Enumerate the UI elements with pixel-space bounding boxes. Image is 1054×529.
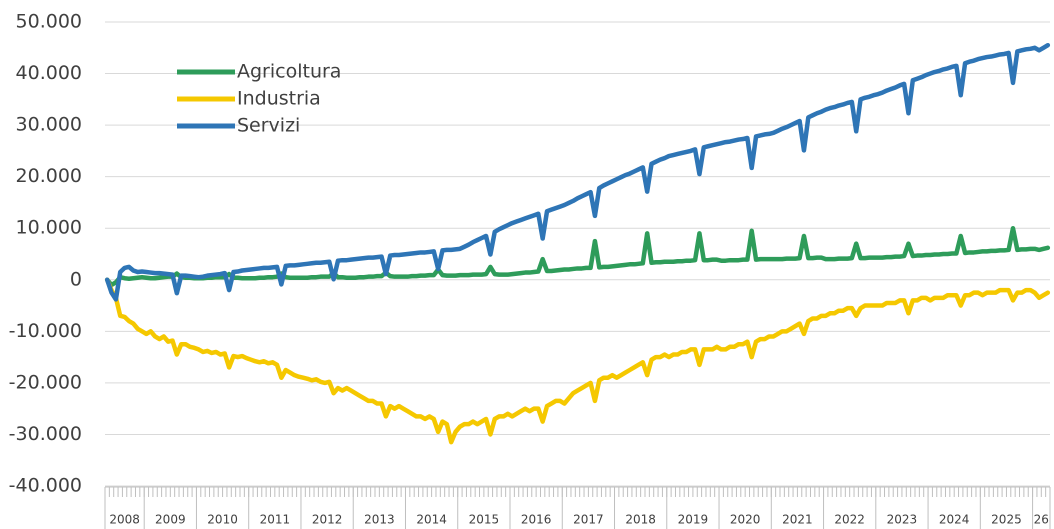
x-tick-label: 2013 (364, 513, 395, 527)
x-tick-label: 2008 (109, 513, 140, 527)
x-tick-label: 2017 (573, 513, 604, 527)
y-tick-label: 10.000 (16, 217, 82, 239)
legend-label: Servizi (237, 115, 300, 137)
y-tick-label: -10.000 (9, 320, 82, 342)
y-tick-label: 20.000 (16, 165, 82, 187)
y-tick-label: 30.000 (16, 114, 82, 136)
y-tick-label: -40.000 (9, 475, 82, 497)
x-tick-label: 2020 (730, 513, 761, 527)
x-tick-label: 2015 (469, 513, 500, 527)
x-tick-label: 2025 (991, 513, 1022, 527)
y-tick-label: -20.000 (9, 371, 82, 393)
y-tick-label: -30.000 (9, 423, 82, 445)
x-tick-label: 2021 (782, 513, 813, 527)
x-tick-label: 2012 (312, 513, 343, 527)
series-line (104, 277, 1051, 445)
x-tick-label: 2019 (678, 513, 709, 527)
x-tick-label: 2010 (207, 513, 238, 527)
y-tick-label: 40.000 (16, 62, 82, 84)
x-tick-label: 2016 (521, 513, 552, 527)
x-tick-label: 2022 (834, 513, 865, 527)
series-line (104, 225, 1051, 288)
x-tick-label: 2024 (939, 513, 970, 527)
series-line (104, 42, 1051, 302)
x-tick-label: 26 (1034, 513, 1049, 527)
legend-label: Industria (237, 88, 321, 110)
x-tick-label: 2011 (260, 513, 291, 527)
y-tick-label: 50.000 (16, 11, 82, 33)
x-tick-label: 2018 (625, 513, 656, 527)
x-tick-label: 2023 (887, 513, 918, 527)
y-tick-label: 0 (70, 268, 82, 290)
legend-label: Agricoltura (237, 61, 341, 83)
x-tick-label: 2014 (416, 513, 447, 527)
x-tick-label: 2009 (155, 513, 186, 527)
